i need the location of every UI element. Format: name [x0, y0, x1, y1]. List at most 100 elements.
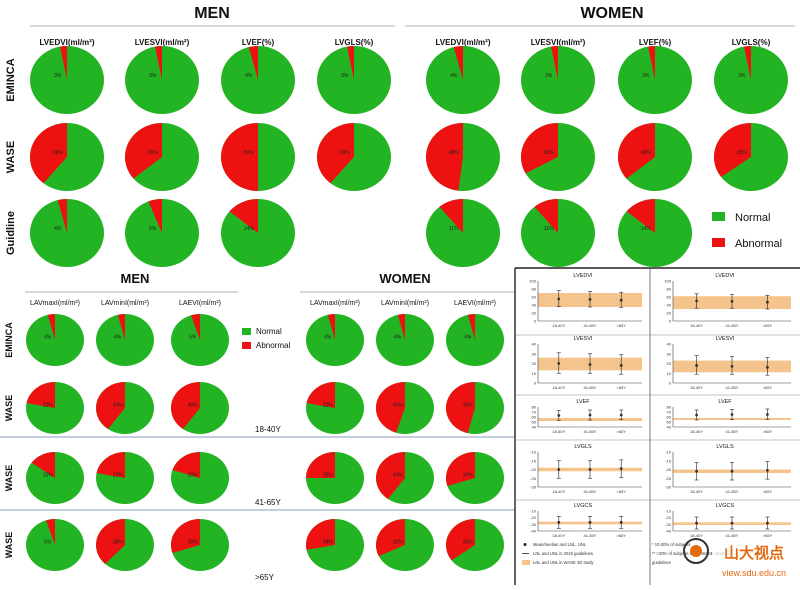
panel-y-tick-label: 10: [532, 371, 537, 376]
watermark-bg: [712, 540, 797, 564]
pie-percent-label: 36%: [641, 150, 652, 156]
panel-y-tick-label: 40: [532, 342, 537, 347]
top-row-label: WASE: [5, 141, 17, 173]
bottom-women-pie: 30%: [446, 452, 504, 504]
pie-abnormal-slice: [376, 519, 405, 557]
bottom-men-pie: 5%: [171, 314, 229, 366]
panel-mean-point: [588, 363, 592, 366]
pie-percent-label: 22%: [323, 402, 334, 408]
bottom-men-pie: 20%: [171, 452, 229, 504]
bottom-legend-normal-label: Normal: [256, 327, 282, 336]
top-legend-normal-swatch: [712, 212, 725, 221]
top-legend-abnormal-label: Abnormal: [735, 238, 782, 250]
pie-abnormal-slice: [521, 123, 558, 174]
panel-x-tick-label: 18-40Y: [552, 429, 565, 434]
panel-y-tick-label: 60: [532, 415, 537, 420]
top-men-pie: 14%: [221, 199, 295, 267]
age-label-18-40: 18-40Y: [255, 425, 281, 434]
pie-percent-label: 4%: [464, 334, 472, 340]
pie-percent-label: 39%: [340, 150, 351, 156]
pie-percent-label: 4%: [324, 334, 332, 340]
panel-legend-label: LNL and UNL in WASE 3D study: [533, 560, 594, 565]
pie-abnormal-slice: [327, 314, 335, 340]
panel-mean-point: [557, 297, 561, 301]
bottom-women-pie: 4%: [376, 314, 434, 366]
watermark-logo-icon: [690, 545, 702, 557]
pie-percent-label: 28%: [323, 539, 334, 545]
pie-abnormal-slice: [626, 199, 655, 233]
panel-mean-point: [619, 520, 623, 524]
panel-y-tick-label: -25: [665, 476, 672, 481]
top-column-header: LVEF(%): [639, 38, 672, 47]
top-women-pie: 36%: [618, 123, 692, 191]
pie-percent-label: 4%: [450, 73, 458, 79]
panel-x-tick-label: 18-40Y: [690, 429, 703, 434]
panel-mean-point: [766, 366, 769, 369]
bottom-men-pie: 4%: [96, 314, 154, 366]
bottom-column-header: LAEVI(ml/m²): [179, 300, 221, 307]
panel-mean-point: [619, 364, 623, 367]
bottom-men-pie: 22%: [96, 452, 154, 504]
watermark: 山大视点 view.sdu.edu.cn: [683, 538, 797, 578]
pie-abnormal-slice: [305, 519, 335, 550]
bottom-women-pie: 45%: [375, 382, 434, 434]
pie-percent-label: 3%: [545, 73, 553, 79]
pie-percent-label: 3%: [642, 73, 650, 79]
pie-percent-label: 3%: [341, 73, 349, 79]
pie-abnormal-slice: [57, 199, 67, 233]
pie-percent-label: 6%: [149, 226, 157, 232]
panel-title: LVGCS: [574, 503, 593, 509]
pie-percent-label: 22%: [113, 472, 124, 478]
pie-percent-label: 5%: [44, 539, 52, 545]
pie-abnormal-slice: [551, 45, 558, 80]
panel-mean-point: [730, 365, 734, 368]
pie-percent-label: 4%: [54, 226, 62, 232]
pie-abnormal-slice: [96, 382, 125, 430]
panel-y-tick-label: -20: [665, 467, 672, 472]
panel-legend-label: ** >20% of subjects of the WASE range: [652, 551, 726, 556]
top-women-pie: 3%: [618, 46, 692, 114]
top-men-pie: 39%: [30, 123, 104, 191]
panel-y-tick-label: 0: [669, 319, 672, 324]
pie-abnormal-slice: [148, 199, 162, 233]
top-men-pie: 4%: [221, 46, 295, 114]
pie-percent-label: 40%: [188, 402, 199, 408]
pie-percent-label: 4%: [394, 334, 402, 340]
pie-percent-label: 14%: [641, 226, 652, 232]
panel-x-tick-label: 18-40Y: [690, 533, 703, 538]
bottom-men-pie: 22%: [26, 382, 84, 434]
watermark-brand: 山大视点: [724, 544, 784, 562]
panel-mean-point: [766, 413, 769, 416]
pie-percent-label: 46%: [463, 402, 474, 408]
panel-y-tick-label: -10: [530, 509, 537, 514]
pie-abnormal-slice: [26, 382, 55, 408]
pie-percent-label: 3%: [54, 73, 62, 79]
panel-y-tick-label: 20: [532, 361, 537, 366]
top-women-pie: 3%: [521, 45, 595, 114]
bottom-women-pie: 25%: [306, 452, 364, 504]
panel-legend-label: guidelines: [652, 560, 671, 565]
pie-abnormal-slice: [467, 314, 475, 340]
panel-mean-point: [619, 413, 623, 417]
pie-percent-label: 40%: [113, 402, 124, 408]
pie-abnormal-slice: [96, 452, 125, 478]
panel-x-tick-label: 18-40Y: [552, 323, 565, 328]
panel-x-tick-label: 41-65Y: [726, 385, 739, 390]
panel-y-tick-label: 70: [667, 410, 672, 415]
pie-percent-label: 4%: [114, 334, 122, 340]
bottom-women-pie: 46%: [446, 382, 504, 434]
panel-y-tick-label: 0: [669, 381, 672, 386]
pie-abnormal-slice: [248, 46, 258, 80]
panel-legend-band: [522, 560, 530, 565]
panel-x-tick-label: 41-65Y: [726, 323, 739, 328]
panel-y-tick-label: 40: [667, 342, 672, 347]
top-column-header: LVESVI(ml/m²): [135, 38, 190, 47]
pie-abnormal-slice: [317, 123, 354, 184]
pie-percent-label: 48%: [449, 150, 460, 156]
panel-y-tick-label: -10: [530, 450, 537, 455]
pie-percent-label: 36%: [148, 150, 159, 156]
pie-percent-label: 38%: [113, 539, 124, 545]
panel-mean-point: [619, 467, 623, 471]
